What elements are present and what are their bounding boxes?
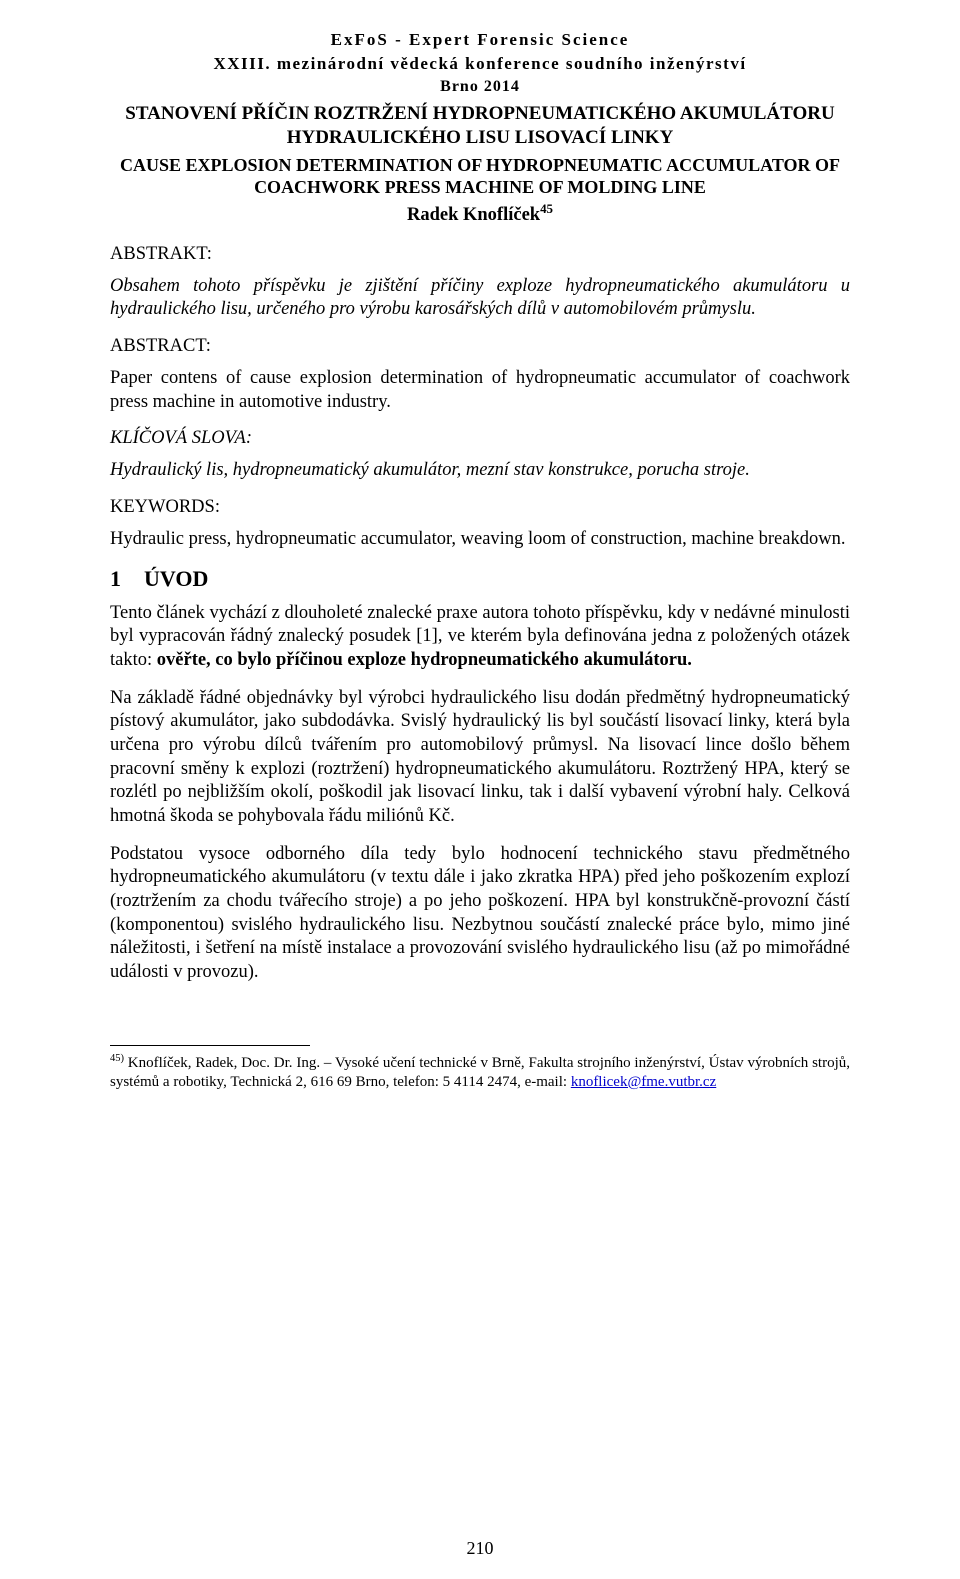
footnote-mark: 45: [540, 200, 553, 215]
running-header-line3: Brno 2014: [110, 78, 850, 96]
section-1-title: ÚVOD: [144, 566, 208, 591]
body-paragraph-3: Podstatou vysoce odborného díla tedy byl…: [110, 843, 850, 985]
section-1-number: 1: [110, 566, 144, 592]
body-paragraph-1: Tento článek vychází z dlouholeté znalec…: [110, 602, 850, 673]
abstrakt-label: ABSTRAKT:: [110, 244, 850, 265]
author-line: Radek Knoflíček45: [110, 205, 850, 226]
footnote-text: Knoflíček, Radek, Doc. Dr. Ing. – Vysoké…: [110, 1055, 850, 1090]
abstract-label: ABSTRACT:: [110, 336, 850, 357]
paper-title-cs: STANOVENÍ PŘÍČIN ROZTRŽENÍ HYDROPNEUMATI…: [110, 102, 850, 150]
body-paragraph-2: Na základě řádné objednávky byl výrobci …: [110, 687, 850, 829]
body-p1-bold: ověřte, co bylo příčinou exploze hydropn…: [157, 650, 692, 670]
footnote-email-link[interactable]: knoflicek@fme.vutbr.cz: [571, 1074, 716, 1090]
section-1-heading: 1ÚVOD: [110, 566, 850, 592]
abstrakt-text: Obsahem tohoto příspěvku je zjištění pří…: [110, 275, 850, 322]
footnote-45: 45) Knoflíček, Radek, Doc. Dr. Ing. – Vy…: [110, 1054, 850, 1092]
author-name: Radek Knoflíček: [407, 205, 540, 225]
klicova-slova-text: Hydraulický lis, hydropneumatický akumul…: [110, 459, 850, 483]
klicova-slova-label: KLÍČOVÁ SLOVA:: [110, 428, 850, 449]
paper-title-en: CAUSE EXPLOSION DETERMINATION OF HYDROPN…: [110, 154, 850, 199]
page: ExFoS - Expert Forensic Science XXIII. m…: [0, 0, 960, 1579]
running-header-line2: XXIII. mezinárodní vědecká konference so…: [110, 54, 850, 74]
keywords-text: Hydraulic press, hydropneumatic accumula…: [110, 528, 850, 552]
footnote-number: 45): [110, 1053, 124, 1064]
footnote-separator: [110, 1045, 310, 1046]
page-number: 210: [0, 1538, 960, 1559]
running-header-line1: ExFoS - Expert Forensic Science: [110, 30, 850, 50]
abstract-text: Paper contens of cause explosion determi…: [110, 367, 850, 414]
keywords-label: KEYWORDS:: [110, 497, 850, 518]
